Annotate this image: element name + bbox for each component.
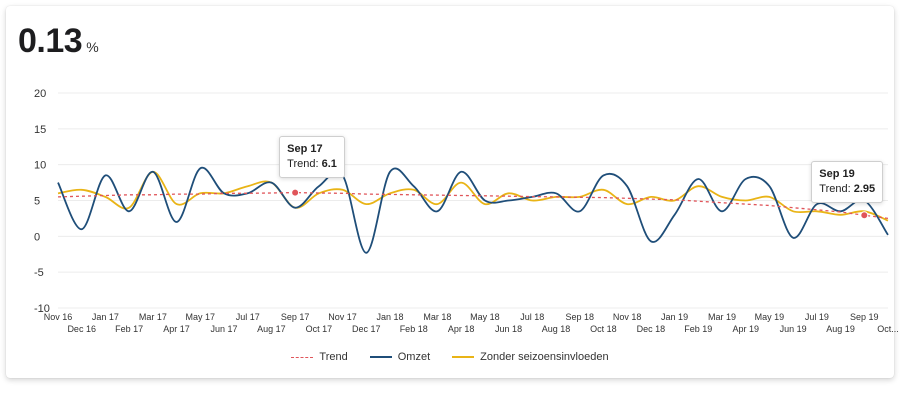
legend-item-trend[interactable]: Trend bbox=[291, 351, 348, 363]
kpi-display: 0.13 % bbox=[18, 22, 99, 61]
x-tick-label: Sep 18 bbox=[565, 312, 594, 322]
legend-swatch-trend bbox=[291, 356, 314, 358]
x-tick-label: Feb 17 bbox=[115, 324, 143, 334]
trend-marker bbox=[860, 211, 869, 220]
y-tick-label: -5 bbox=[34, 267, 44, 279]
x-tick-label: Jul 19 bbox=[805, 312, 829, 322]
x-tick-label: May 18 bbox=[470, 312, 500, 322]
x-tick-label: Oct... bbox=[877, 324, 899, 334]
x-tick-label: Oct 18 bbox=[590, 324, 617, 334]
tooltip-row: Trend: 2.95 bbox=[819, 182, 875, 197]
x-tick-label: Jul 18 bbox=[520, 312, 544, 322]
series-line-trend bbox=[57, 191, 889, 220]
x-tick-label: Dec 18 bbox=[637, 324, 666, 334]
x-tick-label: Jun 19 bbox=[780, 324, 807, 334]
legend-label: Zonder seizoensinvloeden bbox=[480, 351, 609, 363]
tooltip-label: Trend: bbox=[287, 157, 319, 170]
legend-item-seizoen[interactable]: Zonder seizoensinvloeden bbox=[452, 351, 609, 363]
tooltip-row: Trend: 6.1 bbox=[287, 157, 337, 172]
x-tick-label: Jul 17 bbox=[236, 312, 260, 322]
x-tick-label: Dec 16 bbox=[67, 324, 96, 334]
x-tick-label: Mar 19 bbox=[708, 312, 736, 322]
x-tick-label: Aug 17 bbox=[257, 324, 286, 334]
x-tick-label: Jun 17 bbox=[210, 324, 237, 334]
kpi-unit: % bbox=[86, 39, 99, 55]
x-tick-label: Jun 18 bbox=[495, 324, 522, 334]
trend-marker bbox=[291, 188, 300, 197]
legend-label: Omzet bbox=[397, 351, 431, 363]
tooltip-title: Sep 19 bbox=[819, 168, 855, 181]
x-tick-label: Nov 18 bbox=[613, 312, 642, 322]
x-tick-label: Nov 16 bbox=[44, 312, 73, 322]
x-tick-label: Sep 19 bbox=[850, 312, 879, 322]
legend-swatch-omzet bbox=[369, 356, 392, 358]
x-tick-label: May 17 bbox=[186, 312, 216, 322]
x-tick-label: Dec 17 bbox=[352, 324, 381, 334]
chart-legend: Trend Omzet Zonder seizoensinvloeden bbox=[0, 351, 900, 363]
tooltip-value: 2.95 bbox=[853, 183, 876, 196]
y-tick-label: -10 bbox=[34, 303, 50, 315]
series-line-omzet bbox=[57, 166, 889, 254]
x-tick-label: Jan 18 bbox=[376, 312, 403, 322]
x-tick-label: Apr 18 bbox=[448, 324, 475, 334]
tooltip-title: Sep 17 bbox=[287, 142, 323, 155]
x-tick-label: Apr 19 bbox=[732, 324, 759, 334]
legend-swatch-seizoen bbox=[452, 356, 475, 358]
x-tick-label: Aug 18 bbox=[542, 324, 571, 334]
x-tick-label: Jan 19 bbox=[661, 312, 688, 322]
x-tick-label: Feb 18 bbox=[400, 324, 428, 334]
x-tick-label: Jan 17 bbox=[92, 312, 119, 322]
tooltip-sep19: Sep 19 Trend: 2.95 bbox=[811, 161, 884, 204]
tooltip-label: Trend: bbox=[819, 183, 851, 196]
tooltip-value: 6.1 bbox=[321, 157, 337, 170]
x-tick-label: Oct 17 bbox=[306, 324, 333, 334]
x-tick-label: Feb 19 bbox=[684, 324, 712, 334]
y-tick-label: 10 bbox=[34, 160, 46, 172]
x-tick-label: Sep 17 bbox=[281, 312, 310, 322]
kpi-value: 0.13 bbox=[18, 22, 83, 60]
tooltip-sep17: Sep 17 Trend: 6.1 bbox=[279, 135, 345, 178]
x-tick-label: Mar 18 bbox=[423, 312, 451, 322]
x-tick-label: Aug 19 bbox=[826, 324, 855, 334]
legend-item-omzet[interactable]: Omzet bbox=[369, 351, 431, 363]
y-tick-label: 20 bbox=[34, 88, 46, 100]
y-tick-label: 15 bbox=[34, 124, 46, 136]
x-tick-label: May 19 bbox=[755, 312, 785, 322]
legend-label: Trend bbox=[319, 351, 348, 363]
x-tick-label: Apr 17 bbox=[163, 324, 190, 334]
y-tick-label: 0 bbox=[34, 231, 40, 243]
y-tick-label: 5 bbox=[34, 196, 40, 208]
x-tick-label: Nov 17 bbox=[328, 312, 357, 322]
x-tick-label: Mar 17 bbox=[139, 312, 167, 322]
